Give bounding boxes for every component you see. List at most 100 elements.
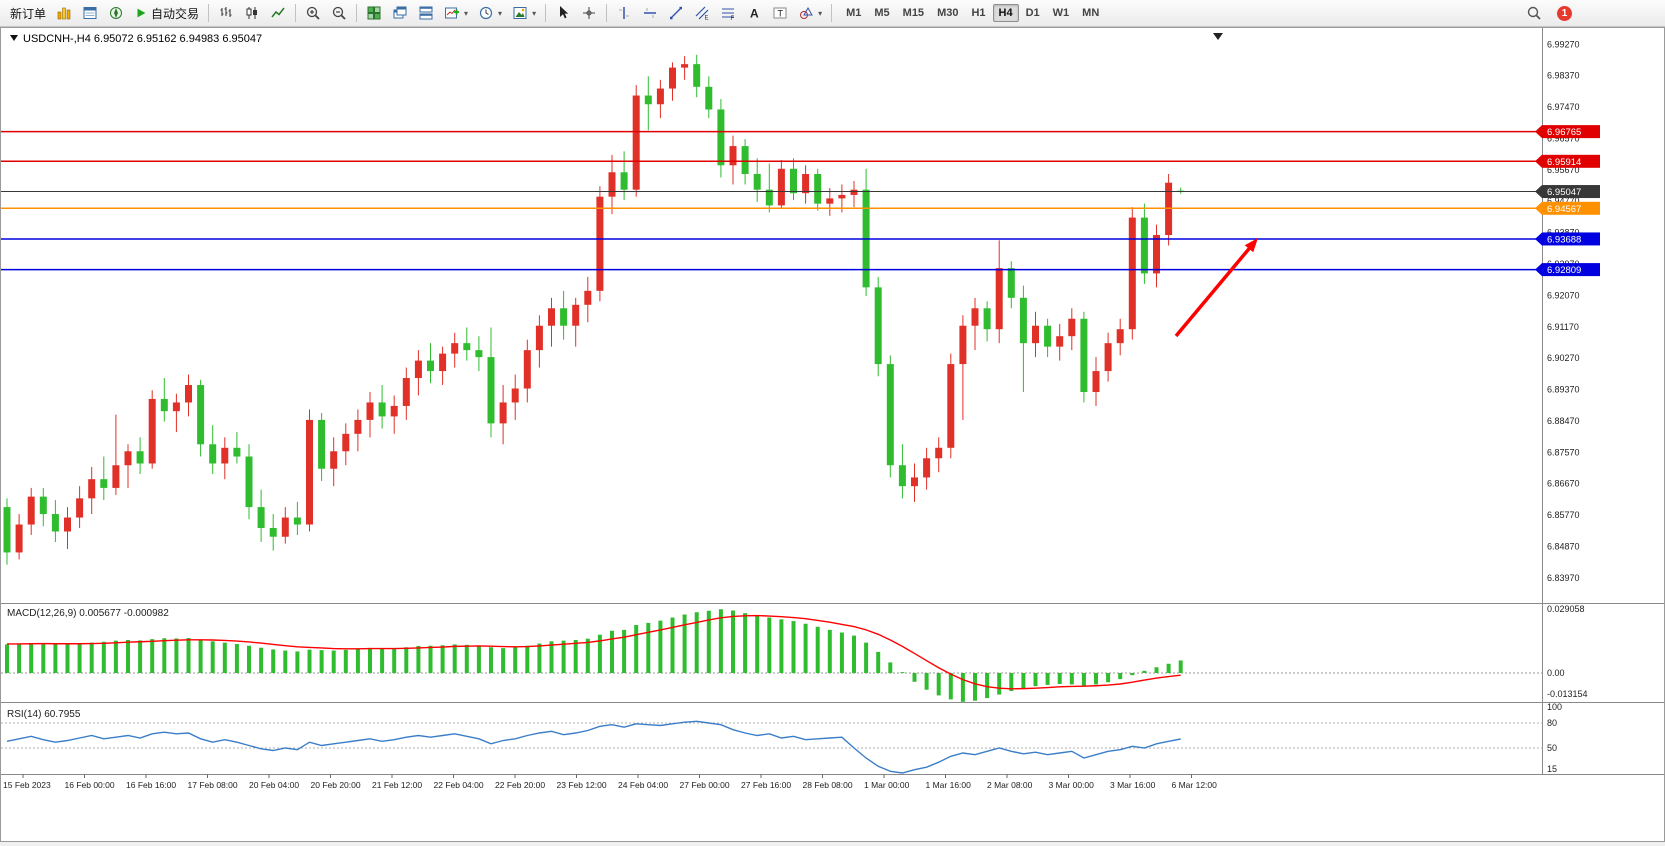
svg-text:A: A: [750, 7, 759, 21]
trend-arrow-head[interactable]: [1244, 238, 1258, 253]
vertical-line-icon: [619, 7, 630, 19]
main-toolbar: 新订单 自动交易 ▾ ▾: [0, 0, 1665, 27]
candle-body: [1056, 336, 1064, 347]
template-button[interactable]: ▾: [507, 1, 541, 25]
new-order-button[interactable]: 新订单: [5, 1, 51, 25]
candle-body: [947, 364, 955, 448]
chart-shift-marker[interactable]: [1213, 33, 1223, 40]
x-axis-label: 22 Feb 20:00: [495, 780, 545, 790]
candle-body: [39, 496, 47, 515]
candlestick-icon: [246, 7, 258, 19]
arrange-windows-button[interactable]: [413, 1, 439, 25]
zoom-out-button[interactable]: [326, 1, 352, 25]
macd-signal-line: [7, 614, 1181, 690]
candle-body: [451, 343, 459, 354]
period-button[interactable]: ▾: [473, 1, 507, 25]
x-axis-label: 1 Mar 16:00: [926, 780, 972, 790]
candle-body: [342, 433, 350, 452]
crosshair-tool-button[interactable]: [576, 1, 602, 25]
x-axis-label: 27 Feb 16:00: [741, 780, 791, 790]
tile-windows-icon: [367, 6, 381, 20]
candle-body: [729, 146, 737, 166]
timeframe-m30-button[interactable]: M30: [931, 4, 964, 22]
timeframe-mn-button[interactable]: MN: [1076, 4, 1105, 22]
toolbar-separator: [356, 4, 358, 22]
shapes-tool-button[interactable]: ▾: [793, 1, 827, 25]
candle-body: [136, 451, 144, 464]
timeframe-h1-button[interactable]: H1: [965, 4, 991, 22]
line-chart-mode-button[interactable]: [265, 1, 291, 25]
timeframe-m1-button[interactable]: M1: [840, 4, 867, 22]
candle-body: [620, 172, 628, 190]
price-tag-notch: [1535, 125, 1542, 139]
y-axis-label: 6.95670: [1547, 165, 1580, 175]
y-axis-label: 6.97470: [1547, 102, 1580, 112]
timeframe-h4-button[interactable]: H4: [992, 4, 1019, 22]
timeframe-m15-button[interactable]: M15: [897, 4, 930, 22]
auto-trading-button[interactable]: 自动交易: [129, 1, 204, 25]
timeframe-w1-button[interactable]: W1: [1047, 4, 1076, 22]
candle-body: [281, 517, 289, 537]
candle-body: [1140, 217, 1148, 274]
toolbar-separator: [295, 4, 297, 22]
x-axis-label: 15 Feb 2023: [3, 780, 51, 790]
trend-arrow-line[interactable]: [1174, 243, 1255, 338]
candle-body: [390, 405, 398, 417]
candle-body: [814, 174, 822, 204]
channel-tool-button[interactable]: E: [689, 1, 715, 25]
chevron-down-icon: ▾: [464, 8, 469, 18]
cursor-tool-button[interactable]: [550, 1, 576, 25]
notification-badge[interactable]: 1: [1557, 5, 1572, 21]
text-label-icon: T: [773, 7, 787, 19]
cascade-windows-button[interactable]: [387, 1, 413, 25]
candle-body: [535, 325, 543, 351]
candle-body: [898, 465, 906, 487]
candle-body: [185, 385, 192, 403]
x-axis-label: 22 Feb 04:00: [434, 780, 484, 790]
x-axis-label: 24 Feb 04:00: [618, 780, 668, 790]
candle-body: [1104, 343, 1112, 372]
zoom-in-button[interactable]: [300, 1, 326, 25]
candle-body: [76, 498, 84, 518]
fibonacci-icon: F: [722, 8, 735, 21]
candlestick-mode-button[interactable]: [239, 1, 265, 25]
candle-body: [983, 308, 991, 330]
trendline-tool-button[interactable]: [663, 1, 689, 25]
svg-text:E: E: [705, 16, 709, 22]
one-click-trading-toggle[interactable]: [10, 35, 18, 41]
candle-body: [245, 456, 253, 508]
macd-axis-label: 0.00: [1547, 668, 1565, 678]
candle-body: [959, 325, 967, 365]
market-watch-button[interactable]: [51, 1, 77, 25]
bar-chart-mode-button[interactable]: [213, 1, 239, 25]
y-axis-label: 6.96570: [1547, 133, 1580, 143]
vertical-line-tool-button[interactable]: [611, 1, 637, 25]
horizontal-line-tool-button[interactable]: [637, 1, 663, 25]
text-label-tool-button[interactable]: T: [767, 1, 793, 25]
x-axis-label: 27 Feb 00:00: [680, 780, 730, 790]
timeframe-m5-button[interactable]: M5: [868, 4, 895, 22]
x-axis-label: 6 Mar 12:00: [1172, 780, 1218, 790]
chart-canvas[interactable]: 6.99270 6.98370 6.97470 6.96570 6.95670 6.947…: [1, 28, 1664, 841]
search-button[interactable]: [1521, 1, 1547, 25]
navigator-button[interactable]: [103, 1, 129, 25]
tile-windows-button[interactable]: [361, 1, 387, 25]
candle-body: [923, 458, 931, 478]
new-chart-button[interactable]: ▾: [439, 1, 473, 25]
candle-body: [935, 447, 943, 459]
candle-body: [886, 364, 894, 466]
candle-body: [172, 402, 180, 412]
price-tag: [1542, 232, 1600, 246]
data-window-button[interactable]: [77, 1, 103, 25]
candle-body: [475, 350, 483, 358]
candle-body: [51, 514, 59, 532]
chevron-down-icon: ▾: [498, 8, 503, 18]
crosshair-icon: [583, 7, 596, 19]
fibonacci-tool-button[interactable]: F: [715, 1, 741, 25]
rsi-axis-label: 80: [1547, 718, 1557, 728]
y-axis-label: 6.90270: [1547, 353, 1580, 363]
text-tool-button[interactable]: A: [741, 1, 767, 25]
rsi-label: RSI(14) 60.7955: [7, 709, 81, 720]
y-axis-label: 6.85770: [1547, 510, 1580, 520]
timeframe-d1-button[interactable]: D1: [1020, 4, 1046, 22]
